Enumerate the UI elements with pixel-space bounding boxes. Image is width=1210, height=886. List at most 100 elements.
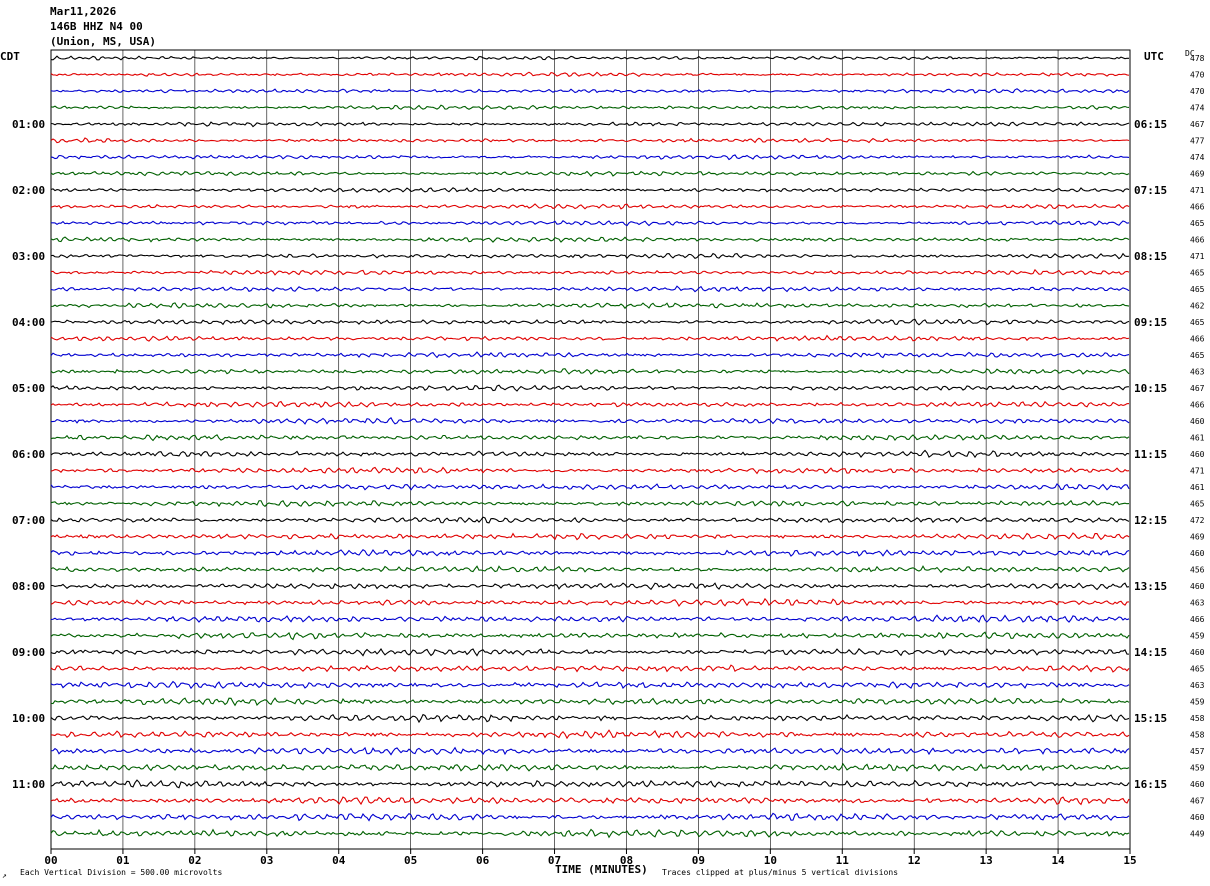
trace-line <box>50 187 1130 193</box>
dc-offset-value: 474 <box>1190 153 1205 162</box>
dc-offset-value: 470 <box>1190 71 1205 80</box>
dc-offset-value: 467 <box>1190 797 1205 806</box>
trace-line <box>50 483 1130 491</box>
right-hour-label: 12:15 <box>1134 514 1167 527</box>
x-tick-label: 05 <box>404 854 417 867</box>
trace-line <box>50 828 1130 839</box>
x-tick-label: 03 <box>260 854 273 867</box>
left-hour-label: 09:00 <box>12 646 45 659</box>
dc-offset-value: 449 <box>1190 830 1205 839</box>
dc-offset-value: 470 <box>1190 87 1205 96</box>
right-hour-label: 08:15 <box>1134 250 1167 263</box>
left-hour-label: 08:00 <box>12 580 45 593</box>
trace-line <box>50 220 1130 227</box>
dc-offset-value: 471 <box>1190 252 1205 261</box>
right-hour-label: 10:15 <box>1134 382 1167 395</box>
dc-offset-value: 466 <box>1190 203 1205 212</box>
dc-offset-value: 472 <box>1190 516 1205 525</box>
x-tick-label: 15 <box>1123 854 1136 867</box>
trace-line <box>50 664 1130 673</box>
trace-line <box>50 318 1130 326</box>
header-location: (Union, MS, USA) <box>50 35 156 48</box>
trace-line <box>50 434 1130 442</box>
dc-offset-value: 469 <box>1190 170 1205 179</box>
x-tick-label: 11 <box>836 854 850 867</box>
plot-frame <box>50 49 1131 850</box>
dc-offset-value: 465 <box>1190 351 1205 360</box>
dc-offset-value: 463 <box>1190 368 1205 377</box>
dc-offset-value: 466 <box>1190 615 1205 624</box>
dc-offset-value: 478 <box>1190 54 1205 63</box>
left-hour-label: 03:00 <box>12 250 45 263</box>
trace-line <box>50 71 1130 77</box>
right-hour-label: 13:15 <box>1134 580 1167 593</box>
dc-offset-value: 465 <box>1190 665 1205 674</box>
trace-line <box>50 268 1130 276</box>
left-timezone-label: CDT <box>0 50 20 63</box>
dc-offset-value: 459 <box>1190 632 1205 641</box>
dc-offset-value: 465 <box>1190 285 1205 294</box>
trace-line <box>50 499 1130 508</box>
trace-line <box>50 88 1130 94</box>
x-tick-label: 14 <box>1051 854 1065 867</box>
trace-line <box>50 368 1130 375</box>
left-hour-label: 04:00 <box>12 316 45 329</box>
trace-line <box>50 597 1130 607</box>
trace-line <box>50 236 1130 243</box>
trace-line <box>50 697 1130 707</box>
trace-line <box>50 154 1130 161</box>
dc-offset-value: 466 <box>1190 335 1205 344</box>
dc-offset-value: 458 <box>1190 714 1205 723</box>
trace-line <box>50 713 1130 724</box>
dc-offset-value: 460 <box>1190 582 1205 591</box>
dc-offset-value: 467 <box>1190 120 1205 129</box>
trace-line <box>50 549 1130 557</box>
left-hour-label: 01:00 <box>12 118 45 131</box>
right-hour-label: 06:15 <box>1134 118 1167 131</box>
x-axis-title: TIME (MINUTES) <box>555 863 648 876</box>
trace-line <box>50 285 1130 293</box>
dc-offset-value: 467 <box>1190 384 1205 393</box>
right-hour-label: 07:15 <box>1134 184 1167 197</box>
dc-offset-value: 471 <box>1190 186 1205 195</box>
x-tick-label: 01 <box>116 854 130 867</box>
trace-line <box>50 582 1130 591</box>
dc-offset-value: 477 <box>1190 137 1205 146</box>
scale-note: Each Vertical Division = 500.00 microvol… <box>20 868 223 877</box>
dc-offset-value: 459 <box>1190 698 1205 707</box>
x-tick-label: 13 <box>980 854 993 867</box>
trace-line <box>50 55 1130 61</box>
trace-line <box>50 351 1130 359</box>
trace-line <box>50 137 1130 144</box>
right-hour-label: 16:15 <box>1134 778 1167 791</box>
dc-offset-value: 459 <box>1190 764 1205 773</box>
right-hour-label: 09:15 <box>1134 316 1167 329</box>
dc-offset-value: 462 <box>1190 302 1205 311</box>
trace-line <box>50 302 1130 310</box>
dc-offset-value: 465 <box>1190 318 1205 327</box>
trace-line <box>50 400 1130 408</box>
x-tick-label: 02 <box>188 854 201 867</box>
header-date: Mar11,2026 <box>50 5 117 18</box>
trace-line <box>50 252 1130 260</box>
left-hour-label: 02:00 <box>12 184 45 197</box>
dc-offset-value: 466 <box>1190 401 1205 410</box>
dc-offset-value: 466 <box>1190 236 1205 245</box>
right-hour-label: 11:15 <box>1134 448 1167 461</box>
left-hour-label: 10:00 <box>12 712 45 725</box>
trace-line <box>50 796 1130 806</box>
trace-line <box>50 648 1130 657</box>
dc-offset-value: 471 <box>1190 467 1205 476</box>
dc-offset-value: 469 <box>1190 533 1205 542</box>
trace-line <box>50 449 1130 459</box>
dc-offset-value: 460 <box>1190 549 1205 558</box>
dc-offset-value: 460 <box>1190 648 1205 657</box>
dc-offset-value: 463 <box>1190 681 1205 690</box>
dc-offset-value: 461 <box>1190 483 1205 492</box>
trace-line <box>50 170 1130 177</box>
corner-mark: ↗ <box>2 871 7 880</box>
trace-line <box>50 203 1130 210</box>
x-tick-label: 09 <box>692 854 705 867</box>
trace-line <box>50 334 1130 342</box>
